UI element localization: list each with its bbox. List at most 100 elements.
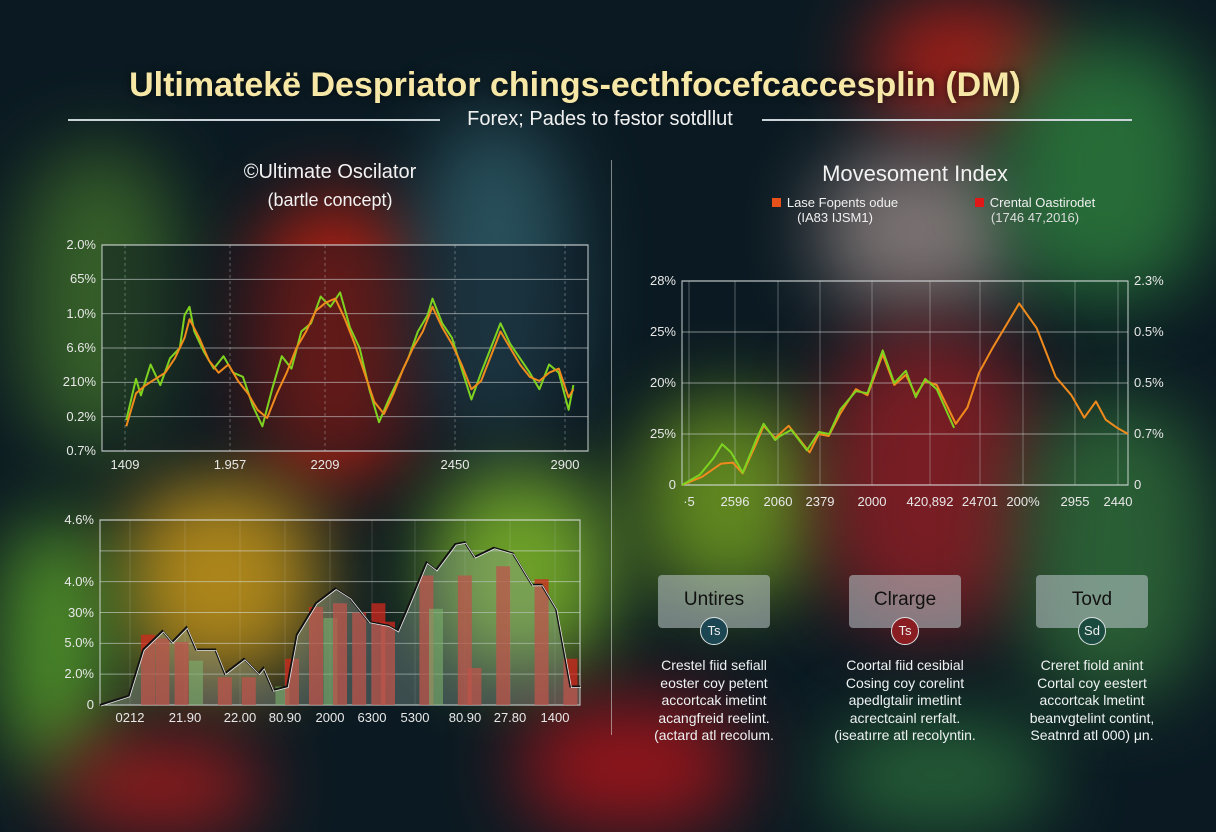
bar — [429, 608, 443, 705]
description-line: apedlgtalir imetlint — [848, 692, 962, 708]
description-line: acangfreid reelint. — [658, 709, 770, 726]
x-tick-label: 2900 — [550, 457, 580, 472]
description-line: (iseatırre atl recolyntin. — [834, 727, 976, 743]
movement-index-title: Movesoment Index — [822, 161, 1008, 186]
area-line-highlight — [100, 542, 581, 707]
legend-label: Crental Oastirodet — [989, 195, 1096, 210]
x-tick-label: 2060 — [763, 494, 793, 509]
y-tick-label: 20% — [649, 375, 676, 390]
description-line: Coortal fiid cesibial — [846, 657, 964, 673]
description-line: acrectcainl rerfalt. — [849, 709, 961, 726]
y-tick-label: 30% — [67, 604, 94, 620]
x-tick-label: 2440 — [1103, 494, 1133, 509]
legend-item-2: Crental Oastirodet (1746 47,2016) — [945, 195, 1125, 225]
x-tick-label: 1400 — [540, 710, 570, 725]
legend-sublabel: (IA83 IJSM1) — [797, 210, 873, 225]
card-badge: Sd — [1078, 617, 1106, 645]
x-tick-label: ·5 — [683, 494, 695, 509]
x-tick-label: 27.80 — [493, 710, 527, 725]
description-line: eoster coy petent — [660, 674, 768, 691]
x-tick-label: 2000 — [857, 494, 887, 509]
x-tick-label: 2450 — [440, 457, 470, 472]
legend-swatch-orange — [771, 198, 781, 207]
y-tick-label: 1.0% — [66, 305, 96, 321]
x-tick-label: 1409 — [110, 457, 140, 472]
y-tick-label: 0 — [668, 477, 676, 492]
bar — [241, 677, 256, 705]
y-tick-label: 4.0% — [64, 573, 94, 589]
y-tick-label: 4.6% — [64, 512, 94, 527]
y-tick-label: 25% — [649, 426, 676, 441]
legend-label: Lase Fopents odue — [786, 195, 899, 210]
description-line: accortcak lmetint — [1039, 692, 1145, 708]
bar — [174, 642, 189, 705]
y-tick-label: 65% — [69, 271, 96, 287]
oscillator-chart-title: ©Ultimate Oscilator — [243, 161, 417, 183]
x-tick-label: 420,892 — [906, 494, 954, 509]
card-description: Creret fiold anint Cortal coy eestert acco… — [992, 657, 1192, 745]
series-line-green — [681, 349, 956, 486]
oscillator-chart-subtitle: (bartle concept) — [267, 190, 393, 210]
description-line: (actard atl recolum. — [654, 727, 774, 743]
x-tick-label: 2379 — [805, 494, 835, 509]
x-tick-label: 21.90 — [168, 710, 202, 725]
bar — [189, 660, 203, 705]
page-subtitle: Forex; Pades to fəstor sotdllut — [467, 108, 733, 130]
bar — [467, 668, 482, 705]
bar — [352, 612, 367, 705]
bar — [309, 606, 323, 705]
x-tick-label: 2955 — [1060, 494, 1090, 509]
legend-item-1: Lase Fopents odue (IA83 IJSM1) — [745, 195, 925, 225]
card-badge: Ts — [700, 617, 728, 645]
y2-tick-label: 0 — [1134, 477, 1142, 492]
y2-tick-label: 0.7% — [1134, 426, 1164, 441]
x-tick-label: 0212 — [115, 710, 145, 725]
bar — [496, 566, 511, 705]
series-line-orange — [125, 297, 575, 427]
y2-tick-label: 0.5% — [1134, 375, 1164, 390]
card-description: Crestel fiid sefiall eoster coy petent acc… — [614, 657, 814, 745]
description-line: Cortal coy eestert — [1037, 674, 1147, 691]
y-tick-label: 25% — [649, 324, 676, 339]
bar — [141, 634, 155, 705]
description-line: accortcak imetint — [661, 692, 767, 708]
y-tick-label: 0.2% — [66, 408, 96, 424]
y-tick-label: 2.0% — [64, 666, 94, 682]
card-1: Untires — [658, 575, 770, 628]
y-tick-label: 6.6% — [66, 340, 96, 355]
x-tick-label: 1.957 — [213, 457, 247, 472]
y-tick-label: 210% — [62, 374, 96, 390]
x-tick-label: 200% — [1006, 494, 1040, 509]
bar — [217, 677, 232, 705]
description-line: Seatnrd atl 000) μn. — [1030, 727, 1154, 743]
x-tick-label: 24701 — [961, 494, 999, 509]
description-line: Crestel fiid sefiall — [661, 657, 767, 673]
x-tick-label: 80.90 — [448, 710, 482, 725]
x-tick-label: 2596 — [720, 494, 750, 509]
area-fill — [100, 542, 580, 705]
y-tick-label: 28% — [649, 273, 676, 288]
description-line: Cosing coy corelint — [845, 674, 965, 691]
x-tick-label: 22.00 — [223, 710, 257, 725]
subtitle-rule-right — [762, 119, 1132, 121]
bar — [381, 621, 395, 705]
y-tick-label: 5.0% — [64, 635, 94, 651]
chart-plot-3 — [681, 280, 1129, 486]
legend-sublabel: (1746 47,2016) — [990, 210, 1080, 225]
y-tick-label: 0 — [86, 697, 94, 712]
bar — [285, 658, 299, 705]
subtitle-rule-left — [68, 119, 440, 121]
description-line: Creret fiold anint — [1040, 657, 1144, 673]
card-badge: Ts — [891, 617, 919, 645]
x-tick-label: 6300 — [357, 710, 387, 725]
x-tick-label: 2209 — [310, 457, 340, 472]
chart-plot-1 — [101, 244, 589, 452]
x-tick-label: 2000 — [315, 710, 345, 725]
bar — [333, 603, 347, 705]
y2-tick-label: 0.5% — [1134, 324, 1164, 339]
card-3: Tovd — [1036, 575, 1148, 628]
y2-tick-label: 2.3% — [1134, 273, 1164, 288]
x-tick-label: 5300 — [400, 710, 430, 725]
vertical-divider — [611, 160, 612, 735]
legend-swatch-red — [974, 198, 984, 207]
